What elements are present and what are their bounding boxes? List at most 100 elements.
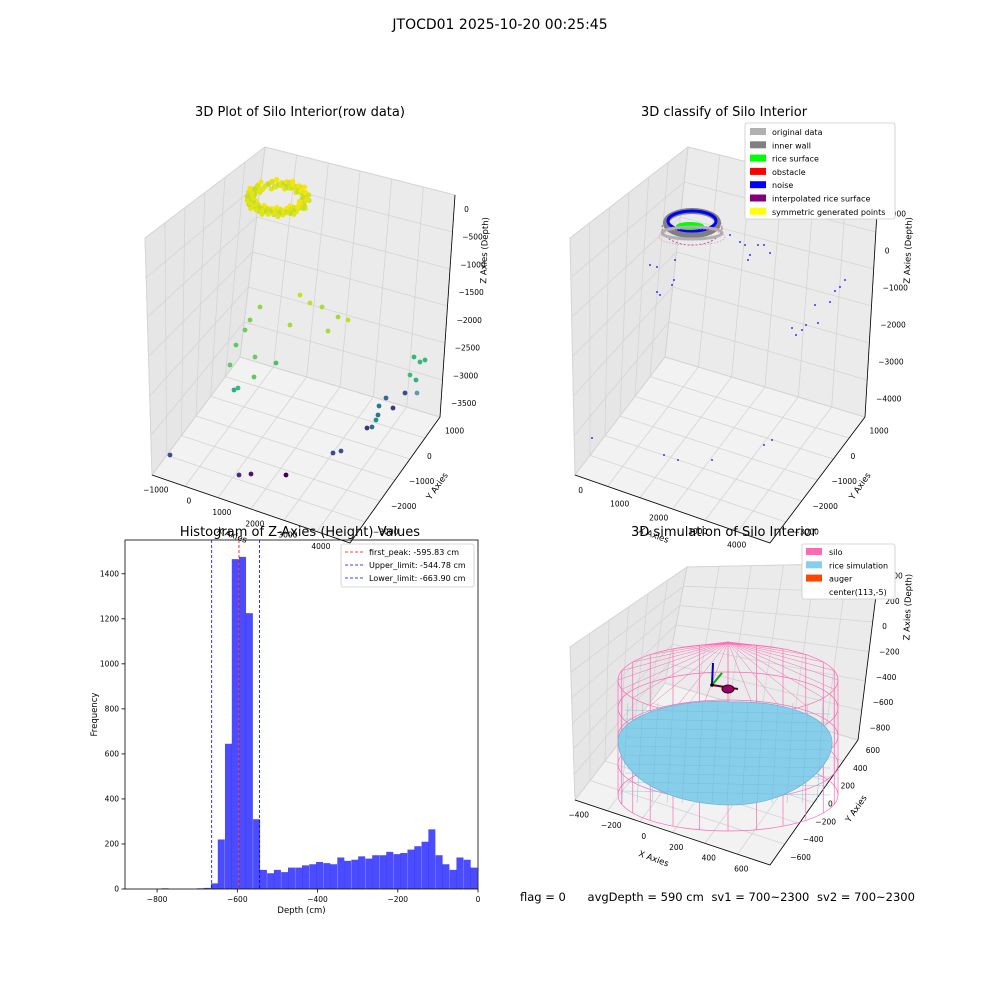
data-point: [306, 192, 312, 198]
legend-swatch: [750, 154, 766, 162]
y-tick-label: −2000: [391, 502, 417, 511]
data-point: [167, 452, 173, 458]
data-point: [244, 193, 251, 199]
legend-label: obstacle: [772, 168, 806, 177]
silo-roof-line: [621, 641, 729, 690]
histogram-bar: [273, 869, 281, 889]
raw-data-3d-plot: 3D Plot of Silo Interior(row data) −1000 0…: [143, 105, 491, 551]
silo-roof-line: [621, 641, 729, 671]
auger-y: [711, 672, 723, 686]
panel-title: 3D simulation of Silo Interior: [631, 525, 818, 540]
y-tick-label: 0: [114, 885, 119, 894]
center-marker: [710, 683, 714, 687]
data-point: [290, 178, 296, 184]
data-point: [252, 354, 258, 360]
rice-mesh-line: [801, 702, 809, 804]
z-axis-label: Z Axies (Depth): [903, 217, 915, 284]
histogram-bar: [281, 872, 289, 889]
data-point: [244, 197, 250, 203]
noise-point: [674, 259, 676, 261]
x-tick-label: 3000: [688, 527, 707, 536]
legend-label: noise: [772, 181, 793, 190]
z-axis-label: Z Axies (Depth): [479, 217, 491, 284]
data-point: [319, 304, 325, 310]
data-point: [251, 374, 257, 380]
y-tick-label: 400: [105, 794, 120, 803]
z-tick-label: −800: [870, 723, 891, 732]
rice-mesh-line: [624, 754, 831, 760]
histogram-bar: [287, 867, 295, 889]
rice-mesh-line: [816, 702, 824, 804]
silo-roof-line: [650, 641, 729, 706]
histogram-bar: [386, 851, 394, 889]
data-point: [252, 186, 258, 192]
x-tick-label: 0: [578, 486, 583, 495]
data-point: [273, 360, 279, 366]
data-point: [307, 300, 313, 306]
noise-point: [805, 324, 807, 326]
silo-roof-line: [727, 641, 784, 712]
x-axis-line: [574, 474, 771, 544]
histogram-bar: [372, 855, 380, 889]
legend-label: rice simulation: [829, 561, 888, 570]
rice-mesh-line: [624, 727, 831, 733]
data-point: [233, 342, 239, 348]
axes-3d: −1000 0 1000 2000 3000 4000 1000 0 −1000 −2000 −30…: [143, 145, 491, 551]
histogram-bar: [456, 857, 464, 889]
histogram-bar: [302, 865, 310, 889]
classified-ring: [658, 208, 726, 246]
grid-line: [664, 356, 866, 418]
noise-point: [747, 259, 749, 261]
histogram-bar: [435, 855, 443, 889]
noise-point: [749, 254, 751, 256]
y-tick-label: −3000: [794, 527, 820, 536]
data-point: [414, 390, 420, 396]
histogram-bar: [316, 861, 324, 889]
y-tick-label: 600: [105, 749, 120, 758]
legend-label: center(113,-5): [829, 588, 887, 597]
y-tick-label: 600: [866, 746, 881, 755]
data-point: [402, 390, 408, 396]
y-axis-label: Y Axies: [424, 471, 451, 503]
data-point: [242, 327, 248, 333]
histogram-bar: [344, 860, 352, 889]
noise-point: [677, 459, 679, 461]
grid-line: [145, 181, 262, 278]
z-tick-label: −4000: [876, 395, 902, 404]
plot-frame: [124, 539, 479, 890]
rice-mesh-line: [756, 702, 764, 804]
noise-point: [795, 334, 797, 336]
rice-mesh-line: [624, 709, 831, 715]
grid-line: [664, 146, 689, 358]
silo-roof-line: [727, 641, 835, 671]
data-point: [422, 357, 428, 363]
histogram-bar: [231, 559, 239, 889]
grid-line: [569, 566, 688, 648]
x-tick-label: 1000: [610, 500, 629, 509]
data-point: [338, 448, 344, 454]
x-tick-label: 400: [702, 854, 717, 863]
grid-line: [144, 146, 266, 239]
silo-roof-line: [727, 641, 835, 690]
data-point: [294, 204, 300, 210]
z-tick-label: 0: [885, 247, 890, 256]
data-point: [411, 354, 417, 360]
rice-mesh-line: [624, 718, 831, 724]
rice-mesh-line: [786, 702, 794, 804]
data-point: [335, 314, 341, 320]
data-point: [236, 472, 242, 478]
rice-mesh-line: [726, 702, 734, 804]
legend-swatch: [806, 548, 822, 555]
x-axis-line: [151, 474, 351, 544]
panel-title: 3D classify of Silo Interior: [641, 105, 808, 120]
histogram-bar: [428, 829, 436, 889]
legend-swatch: [806, 574, 822, 582]
y-tick-label: −600: [790, 853, 811, 862]
histogram-bar: [365, 858, 373, 889]
noise-point: [791, 327, 793, 329]
silo-roof-line: [727, 641, 806, 706]
y-tick-label: 0: [427, 452, 432, 461]
legend: original data inner wall rice surface obsta…: [744, 122, 896, 220]
legend-swatch: [806, 561, 822, 569]
z-tick-label: 200: [885, 597, 900, 606]
